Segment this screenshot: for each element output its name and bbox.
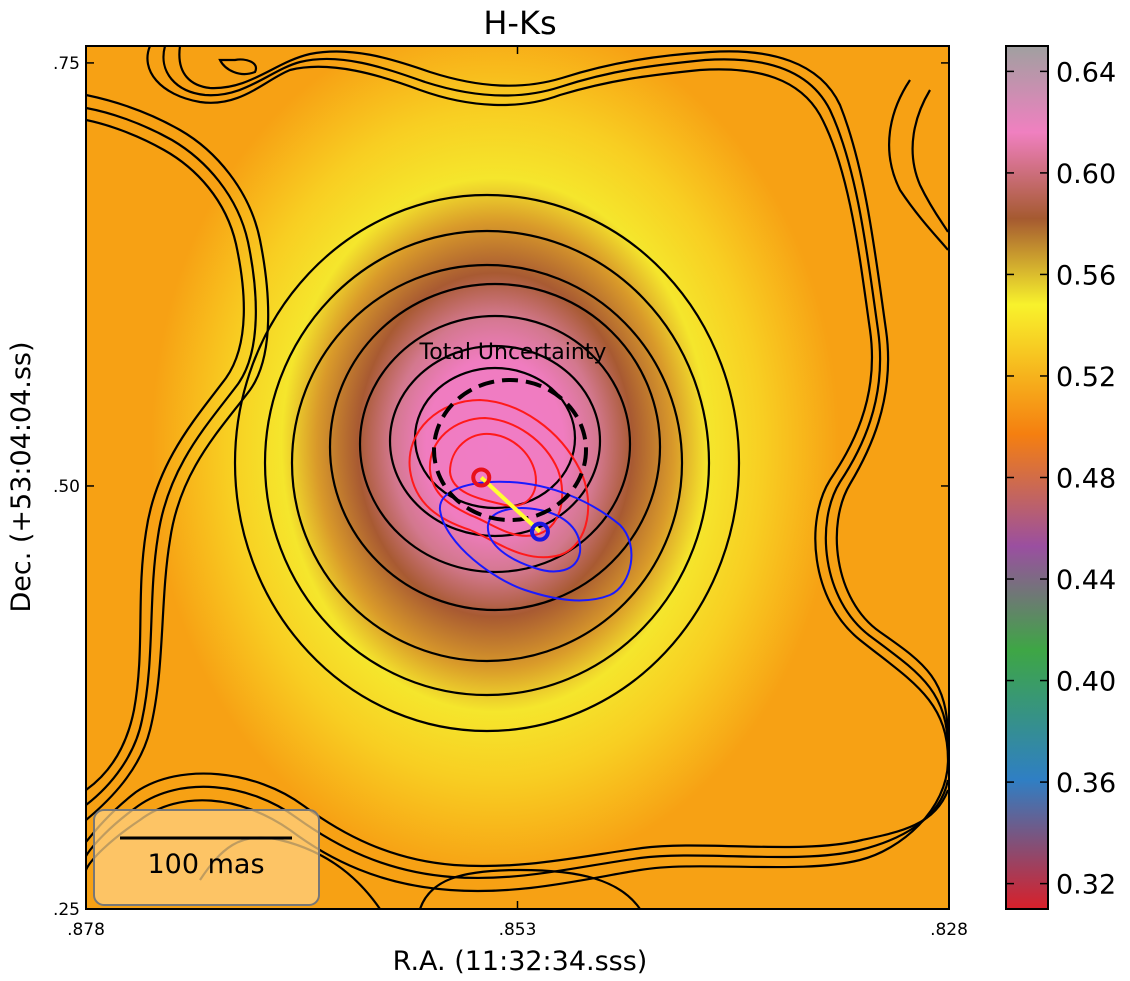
- x-axis: .878 .853 .828: [67, 46, 968, 940]
- position-markers: [471, 467, 550, 542]
- colorbar-tick-label: 0.44: [1056, 565, 1116, 596]
- offset-line: [479, 476, 542, 534]
- x-tick-label: .828: [930, 920, 968, 940]
- total-uncertainty-ellipse: [432, 378, 588, 522]
- contour-ring: [328, 282, 662, 612]
- scale-bar: 100 mas: [93, 809, 320, 906]
- y-axis: .75 .50 .25: [53, 54, 949, 920]
- colorbar-tick-label: 0.52: [1056, 362, 1116, 393]
- total-uncertainty-label: Total Uncertainty: [419, 340, 607, 365]
- colorbar-tick-label: 0.60: [1056, 159, 1116, 190]
- outer-contours: [86, 46, 949, 909]
- colorbar-tick-label: 0.48: [1056, 464, 1116, 495]
- colorbar: 0.32 0.36 0.40 0.44 0.48 0.52 0.56 0.60 0.64: [1005, 45, 1116, 910]
- contour-ring: [233, 193, 741, 733]
- plot-area: Total Uncertainty 100 mas: [86, 46, 949, 909]
- colorbar-tick-label: 0.36: [1056, 768, 1116, 799]
- x-tick-label: .853: [499, 920, 537, 940]
- contour-ring: [263, 229, 711, 697]
- contour-ring: [388, 344, 602, 538]
- contour-ring: [290, 263, 684, 663]
- colorbar-ticks: 0.32 0.36 0.40 0.44 0.48 0.52 0.56 0.60 0.64: [1006, 57, 1116, 901]
- contour-ring: [358, 314, 632, 574]
- red-position-marker: [471, 467, 492, 488]
- x-axis-label: R.A. (11:32:34.sss): [393, 946, 648, 977]
- colorbar-tick-label: 0.40: [1056, 667, 1116, 698]
- blue-position-marker: [529, 521, 550, 542]
- chart-title: H-Ks: [483, 4, 556, 42]
- scale-bar-label: 100 mas: [147, 849, 264, 880]
- black-contours: [233, 193, 741, 733]
- colorbar-tick-label: 0.56: [1056, 260, 1116, 291]
- y-tick-label: .75: [53, 54, 80, 74]
- colorbar-tick-label: 0.32: [1056, 870, 1116, 901]
- y-tick-label: .50: [53, 477, 80, 497]
- colorbar-tick-label: 0.64: [1056, 57, 1116, 88]
- y-axis-label: Dec. (+53:04:04.ss): [6, 341, 37, 612]
- y-tick-label: .25: [53, 900, 80, 920]
- heatmap-image: [86, 46, 949, 909]
- x-tick-label: .878: [67, 920, 105, 940]
